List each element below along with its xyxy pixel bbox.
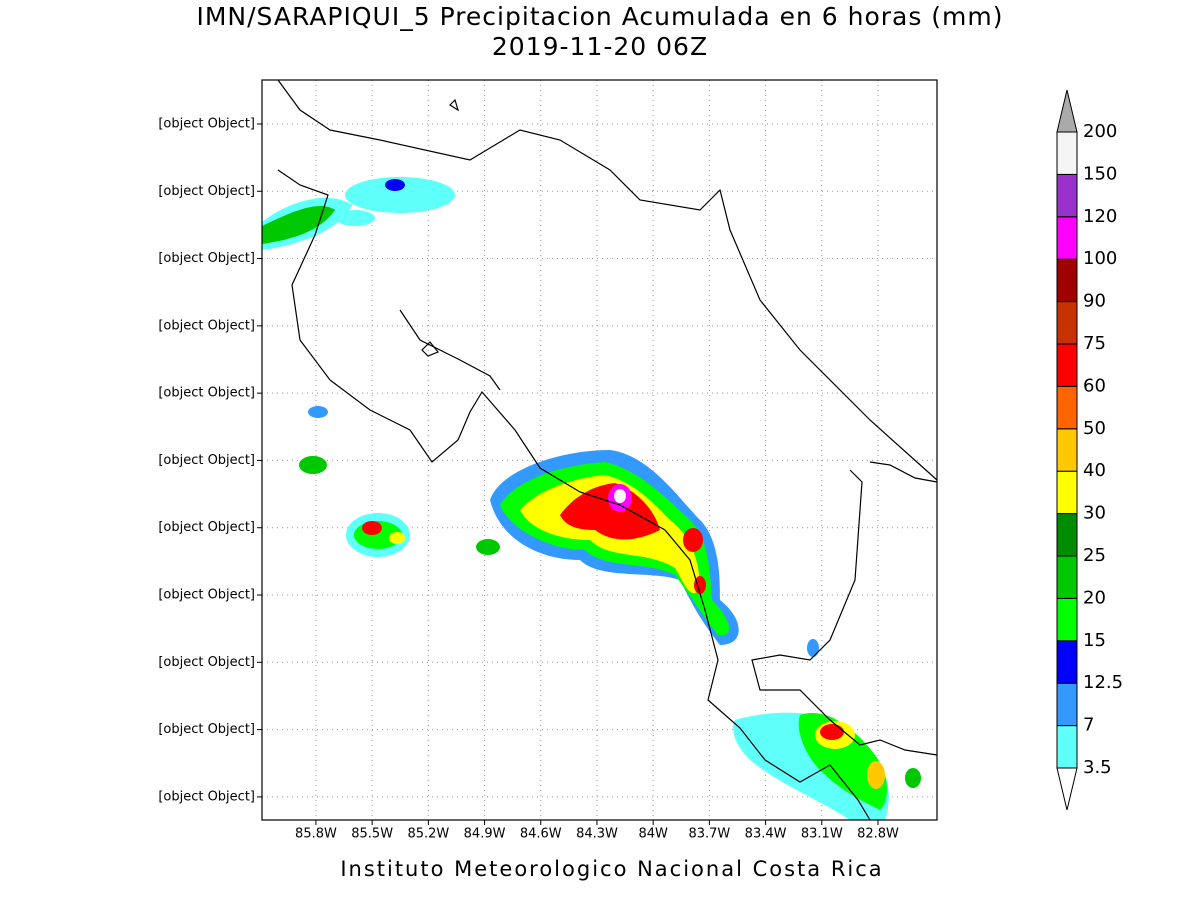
colorbar-segment (1056, 343, 1078, 387)
colorbar-label: 50 (1083, 418, 1106, 439)
colorbar-label: 150 (1083, 163, 1117, 184)
precipitation-field (262, 177, 921, 820)
y-tick-label: [object Object] (158, 655, 255, 670)
x-tick-label: 84.3W (576, 827, 618, 842)
colorbar-segment (1056, 301, 1078, 345)
colorbar-segment (1056, 428, 1078, 472)
y-tick-label: [object Object] (158, 520, 255, 535)
title: IMN/SARAPIQUI_5 Precipitacion Acumulada … (196, 2, 1003, 31)
colorbar-label: 60 (1083, 375, 1106, 396)
colorbar-label: 12.5 (1083, 672, 1123, 693)
colorbar-label: 40 (1083, 460, 1106, 481)
subtitle: 2019-11-20 06Z (492, 32, 708, 61)
x-tick-label: 82.8W (857, 827, 899, 842)
y-tick-label: [object Object] (158, 789, 255, 804)
y-tick-label: [object Object] (158, 184, 255, 199)
axes: 85.8W 85.5W 85.2W 84.9W 84.6W 84.3W 84W 83.7W 83… (158, 116, 899, 841)
colorbar-label: 20 (1083, 587, 1106, 608)
y-tick-label: [object Object] (158, 453, 255, 468)
colorbar-label: 120 (1083, 206, 1117, 227)
colorbar-segment (1056, 173, 1078, 218)
colorbar-label: 200 (1083, 121, 1117, 142)
x-tick-label: 85.5W (351, 827, 393, 842)
colorbar-segment (1056, 555, 1078, 599)
footer: Instituto Meteorologico Nacional Costa R… (340, 857, 883, 881)
colorbar-segment (1056, 682, 1078, 727)
colorbar-over (1056, 89, 1078, 133)
colorbar-segment (1056, 597, 1078, 642)
y-tick-label: [object Object] (158, 116, 255, 131)
x-tick-label: 83.7W (688, 827, 730, 842)
colorbar-label: 90 (1083, 291, 1106, 312)
x-tick-label: 83.4W (745, 827, 787, 842)
colorbar-label: 100 (1083, 248, 1117, 269)
colorbar-segment (1056, 216, 1078, 260)
colorbar-label: 25 (1083, 545, 1106, 566)
colorbar-label: 7 (1083, 715, 1094, 736)
colorbar-segment (1056, 470, 1078, 515)
x-tick-label: 83.1W (801, 827, 843, 842)
y-tick-label: [object Object] (158, 588, 255, 603)
y-tick-label: [object Object] (158, 722, 255, 737)
grid (262, 80, 937, 820)
colorbar-label: 15 (1083, 630, 1106, 651)
colorbar-label: 75 (1083, 333, 1106, 354)
colorbar: 3.5 7 12.5 15 20 25 30 40 50 60 75 90 100 120 150 200 (1056, 89, 1123, 811)
x-tick-label: 84.6W (520, 827, 562, 842)
colorbar-under (1056, 767, 1078, 811)
x-tick-label: 85.8W (295, 827, 337, 842)
colorbar-segment (1056, 131, 1078, 175)
colorbar-segment (1056, 258, 1078, 303)
x-tick-label: 84.9W (464, 827, 506, 842)
colorbar-label: 30 (1083, 503, 1106, 524)
y-tick-label: [object Object] (158, 318, 255, 333)
map-frame (261, 79, 938, 821)
colorbar-segment (1056, 725, 1078, 769)
x-tick-label: 84W (638, 827, 668, 842)
colorbar-segment (1056, 640, 1078, 684)
colorbar-label: 3.5 (1083, 757, 1112, 778)
colorbar-segment (1056, 513, 1078, 557)
y-tick-label: [object Object] (158, 251, 255, 266)
x-tick-label: 85.2W (407, 827, 449, 842)
colorbar-segment (1056, 385, 1078, 430)
coastlines (277, 79, 938, 821)
y-tick-label: [object Object] (158, 386, 255, 401)
